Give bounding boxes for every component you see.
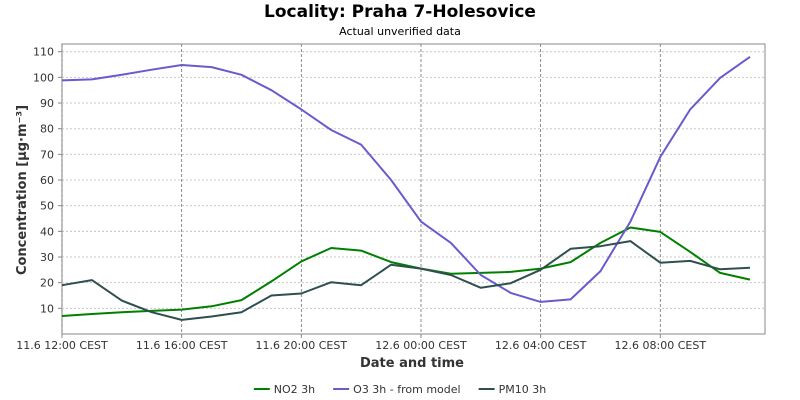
chart-title: Locality: Praha 7-Holesovice	[264, 2, 536, 22]
series-line-no2	[61, 226, 751, 317]
x-tick-label: 11.6 16:00 CEST	[136, 339, 228, 352]
x-axis-label: Date and time	[360, 356, 464, 371]
y-tick-label: 50	[40, 200, 54, 213]
y-tick-label: 70	[40, 148, 54, 161]
legend-label: NO2 3h	[274, 383, 315, 396]
x-tick-label: 11.6 20:00 CEST	[256, 339, 348, 352]
x-tick-label: 11.6 12:00 CEST	[16, 339, 108, 352]
series-lines	[61, 55, 751, 321]
y-tick-label: 30	[40, 251, 54, 264]
plot-area	[61, 43, 766, 335]
y-tick-label: 80	[40, 123, 54, 136]
y-tick-label: 10	[40, 302, 54, 315]
y-tick-label: 110	[33, 46, 54, 59]
legend: NO2 3h O3 3h - from model PM10 3h	[253, 383, 547, 396]
legend-label: PM10 3h	[499, 383, 547, 396]
y-tick-label: 100	[33, 71, 54, 84]
x-tick-label: 12.6 08:00 CEST	[615, 339, 707, 352]
chart-subtitle: Actual unverified data	[339, 25, 461, 38]
y-tick-label: 40	[40, 225, 54, 238]
grid-vertical	[61, 44, 661, 334]
y-tick-label: 60	[40, 174, 54, 187]
y-axis-label: Concentration [µg·m⁻³]	[15, 105, 30, 275]
y-tick-label: 20	[40, 277, 54, 290]
y-axis-ticks: 10 20 30 40 50 60 70 80 90 100 110	[33, 46, 62, 315]
grid-horizontal	[62, 51, 765, 309]
x-tick-label: 12.6 04:00 CEST	[495, 339, 587, 352]
series-line-o3	[61, 55, 751, 303]
y-tick-label: 90	[40, 97, 54, 110]
series-line-pm10	[61, 240, 751, 321]
x-tick-label: 12.6 00:00 CEST	[375, 339, 467, 352]
x-axis-ticks: 11.6 12:00 CEST 11.6 16:00 CEST 11.6 20:00…	[16, 334, 706, 352]
legend-label: O3 3h - from model	[353, 383, 460, 396]
